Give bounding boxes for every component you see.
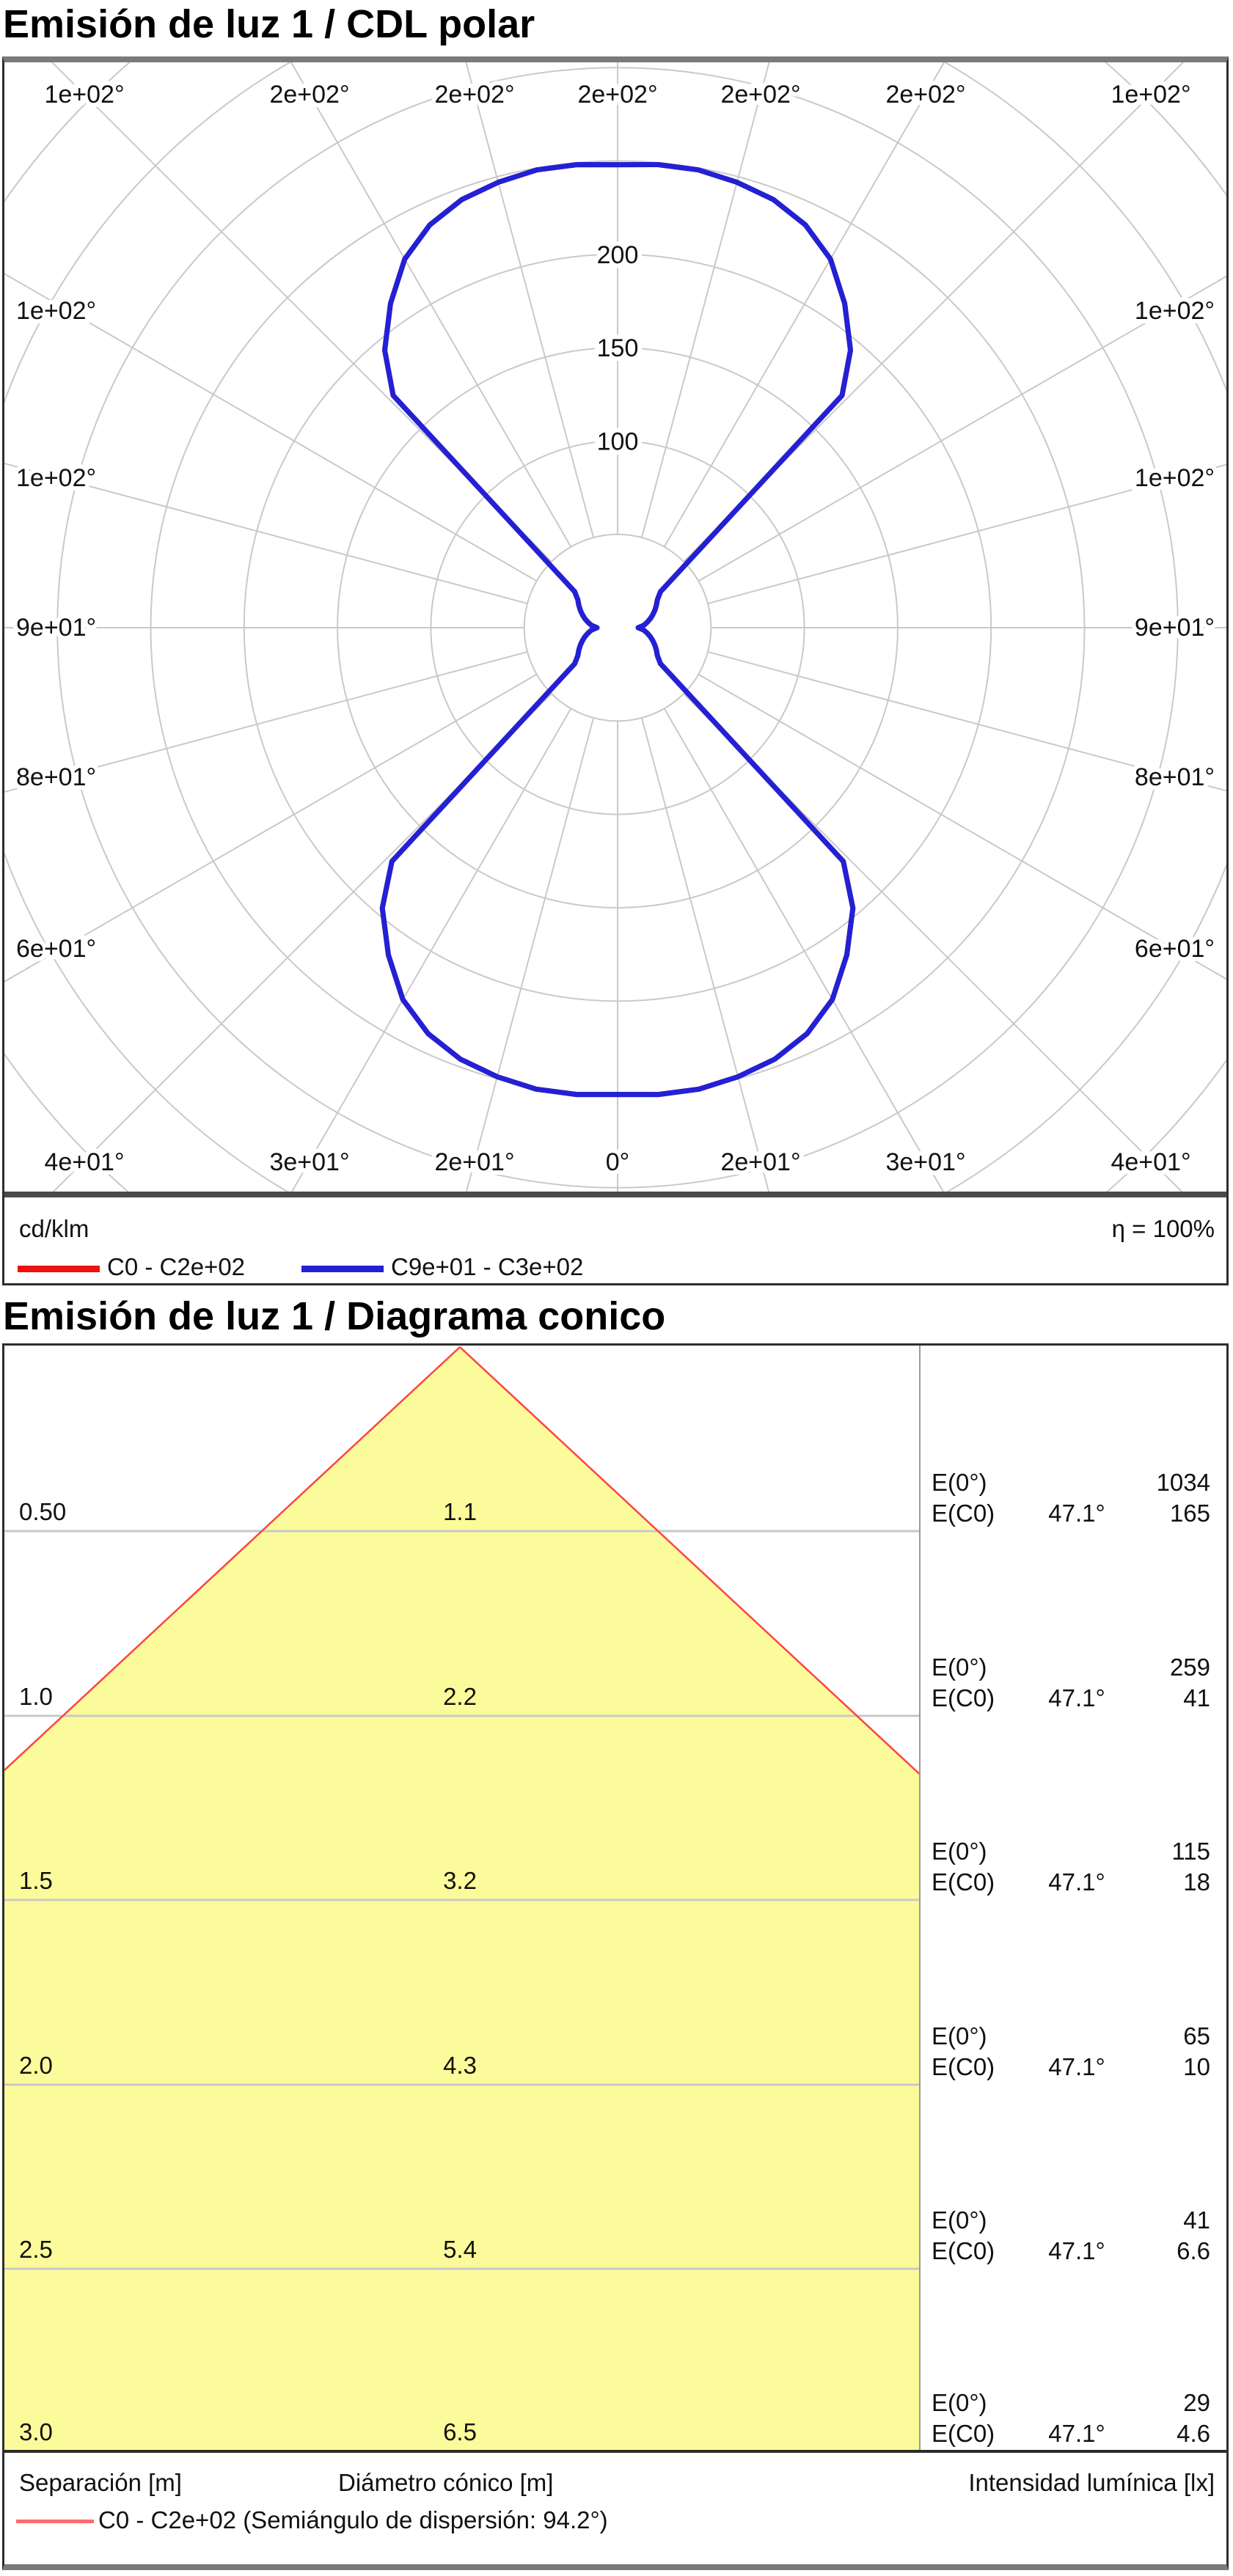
svg-text:1034: 1034 [1157,1469,1210,1496]
legend-label-c0: C0 - C2e+02 [107,1253,246,1280]
svg-text:10: 10 [1183,2053,1210,2080]
svg-text:3e+01°: 3e+01° [885,1148,965,1176]
svg-text:0.50: 0.50 [19,1498,66,1525]
svg-text:259: 259 [1170,1654,1210,1681]
cone-legend-label: C0 - C2e+02 (Semiángulo de dispersión: 9… [98,2506,608,2533]
svg-text:115: 115 [1171,1838,1210,1865]
svg-text:2e+02°: 2e+02° [885,81,965,109]
svg-text:1e+02°: 1e+02° [16,464,96,492]
cone-diagram-title: Emisión de luz 1 / Diagrama conico [3,1294,666,1338]
svg-text:6.5: 6.5 [443,2418,477,2445]
svg-text:2e+02°: 2e+02° [269,81,349,109]
polar-legend-divider [4,1192,1226,1197]
polar-unit-label: cd/klm [19,1215,89,1242]
svg-text:1.1: 1.1 [443,1498,477,1525]
svg-text:2.5: 2.5 [19,2236,53,2263]
svg-text:2.0: 2.0 [19,2052,53,2079]
svg-text:4.6: 4.6 [1177,2420,1210,2447]
svg-text:3.0: 3.0 [19,2418,53,2445]
svg-text:41: 41 [1183,1684,1210,1711]
svg-text:2e+02°: 2e+02° [577,81,657,109]
svg-text:2e+01°: 2e+01° [720,1148,800,1176]
svg-text:1.5: 1.5 [19,1867,53,1894]
legend-label-c90: C9e+01 - C3e+02 [391,1253,584,1280]
svg-text:6.6: 6.6 [1177,2237,1210,2264]
svg-text:4.3: 4.3 [443,2052,477,2079]
svg-text:E(0°): E(0°) [932,2022,987,2050]
separation-axis-label: Separación [m] [19,2469,182,2496]
svg-text:E(0°): E(0°) [932,1654,987,1681]
svg-text:47.1°: 47.1° [1048,2053,1105,2080]
svg-text:200: 200 [597,241,639,269]
svg-text:1e+02°: 1e+02° [1135,464,1215,492]
legend-line-c90-icon [301,1266,384,1272]
svg-text:2e+01°: 2e+01° [434,1148,514,1176]
svg-text:E(C0): E(C0) [932,2237,995,2264]
svg-text:E(C0): E(C0) [932,1500,995,1527]
svg-text:18: 18 [1183,1868,1210,1896]
svg-text:4e+01°: 4e+01° [1111,1148,1190,1176]
cone-diameter-axis-label: Diámetro cónico [m] [338,2469,554,2496]
cone-legend-line-icon [16,2520,94,2523]
svg-text:8e+01°: 8e+01° [1135,763,1215,791]
svg-text:1e+02°: 1e+02° [16,297,96,325]
svg-text:9e+01°: 9e+01° [16,614,96,642]
cone-diagram-panel: 0.50 1.1 E(0°) 1034 E(C0) 47.1° 165 1.0 2.2 E(0°)… [2,1343,1229,2570]
light-output-ratio-label: η = 100% [1111,1215,1215,1242]
svg-text:E(0°): E(0°) [932,1469,987,1496]
svg-text:3.2: 3.2 [443,1867,477,1894]
svg-text:65: 65 [1183,2022,1210,2050]
svg-text:1e+02°: 1e+02° [1135,297,1215,325]
svg-text:E(C0): E(C0) [932,1868,995,1896]
svg-text:E(C0): E(C0) [932,2053,995,2080]
svg-text:47.1°: 47.1° [1048,1868,1105,1896]
svg-text:150: 150 [597,334,639,362]
legend-line-c0-icon [18,1266,100,1272]
cdl-polar-chart: 100 150 200 1e+02° 2e+02° 2e+02° 2e+02° 2e+02° 2… [4,62,1226,1192]
svg-text:1e+02°: 1e+02° [1111,81,1190,109]
svg-text:9e+01°: 9e+01° [1135,614,1215,642]
cone-diagram-chart: 0.50 1.1 E(0°) 1034 E(C0) 47.1° 165 1.0 2.2 E(0°)… [4,1346,1226,2453]
svg-text:1.0: 1.0 [19,1683,53,1710]
svg-text:6e+01°: 6e+01° [1135,935,1215,963]
svg-text:4e+01°: 4e+01° [44,1148,124,1176]
svg-text:E(C0): E(C0) [932,2420,995,2447]
intensity-axis-label: Intensidad lumínica [lx] [968,2469,1215,2496]
svg-text:8e+01°: 8e+01° [16,763,96,791]
svg-text:47.1°: 47.1° [1048,1684,1105,1711]
svg-text:2e+02°: 2e+02° [720,81,800,109]
svg-text:6e+01°: 6e+01° [16,935,96,963]
svg-text:100: 100 [597,428,639,455]
svg-text:1e+02°: 1e+02° [44,81,124,109]
svg-text:47.1°: 47.1° [1048,2237,1105,2264]
svg-text:47.1°: 47.1° [1048,1500,1105,1527]
svg-text:29: 29 [1183,2389,1210,2416]
polar-diagram-title: Emisión de luz 1 / CDL polar [3,2,535,46]
svg-text:E(0°): E(0°) [932,1838,987,1865]
svg-text:2e+02°: 2e+02° [434,81,514,109]
svg-text:5.4: 5.4 [443,2236,477,2263]
svg-text:0°: 0° [606,1148,630,1176]
svg-text:41: 41 [1183,2206,1210,2234]
svg-text:E(0°): E(0°) [932,2206,987,2234]
svg-text:3e+01°: 3e+01° [269,1148,349,1176]
svg-text:2.2: 2.2 [443,1683,477,1710]
svg-text:E(0°): E(0°) [932,2389,987,2416]
svg-text:47.1°: 47.1° [1048,2420,1105,2447]
svg-text:E(C0): E(C0) [932,1684,995,1711]
polar-diagram-panel: 100 150 200 1e+02° 2e+02° 2e+02° 2e+02° 2e+02° 2… [2,56,1229,1285]
svg-text:165: 165 [1170,1500,1210,1527]
